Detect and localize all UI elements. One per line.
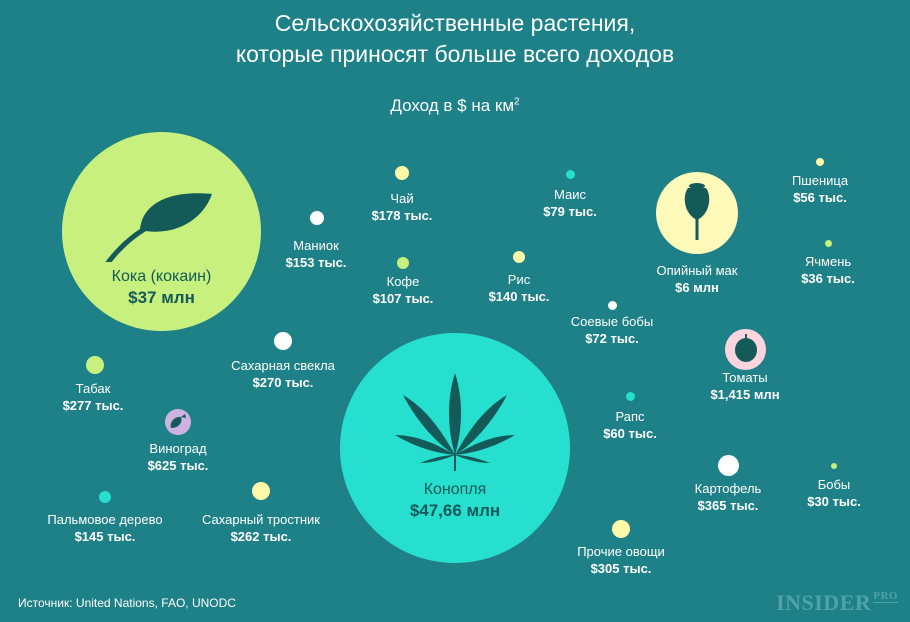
bubble-poppy [656, 172, 738, 254]
crop-name: Чай [390, 191, 414, 206]
chart-subtitle: Доход в $ на км2 [0, 96, 910, 116]
crop-value: $37 млн [128, 288, 195, 307]
crop-name: Рапс [615, 409, 645, 424]
crop-name: Виноград [149, 441, 207, 456]
bubble-cannabis: Конопля $47,66 млн [340, 333, 570, 563]
crop-value: $365 тыс. [697, 498, 759, 513]
dot-rapeseed [626, 392, 635, 401]
crop-name: Табак [75, 381, 111, 396]
chart-title: Сельскохозяйственные растения, которые п… [0, 8, 910, 70]
crop-value: $56 тыс. [793, 190, 847, 205]
crop-name: Маниок [293, 238, 339, 253]
crop-value: $36 тыс. [801, 271, 855, 286]
grape-icon [170, 414, 186, 428]
crop-name: Картофель [694, 481, 762, 496]
crop-value: $107 тыс. [372, 291, 434, 306]
label-soybeans: Соевые бобы $72 тыс. [571, 313, 653, 347]
dot-rice [513, 251, 525, 263]
label-wheat: Пшеница $56 тыс. [792, 172, 848, 206]
crop-value: $140 тыс. [488, 289, 550, 304]
dot-soybeans [608, 301, 617, 310]
leaf-icon [105, 193, 212, 262]
crop-value: $178 тыс. [371, 208, 433, 223]
crop-name: Прочие овощи [577, 544, 665, 559]
crop-value: $270 тыс. [252, 375, 314, 390]
dot-tobacco [86, 356, 104, 374]
dot-maize [566, 170, 575, 179]
crop-value: $145 тыс. [74, 529, 136, 544]
crop-name: Сахарный тростник [202, 512, 320, 527]
label-cassava: Маниок $153 тыс. [286, 237, 347, 271]
crop-name: Маис [554, 187, 586, 202]
label-rice: Рис $140 тыс. [489, 271, 550, 305]
label-poppy: Опийный мак $6 млн [657, 262, 738, 296]
crop-name: Бобы [817, 477, 851, 492]
dot-sugarcane [252, 482, 270, 500]
crop-value: $262 тыс. [230, 529, 292, 544]
crop-value: $6 млн [675, 280, 719, 295]
crop-value: $1,415 млн [710, 387, 780, 402]
insider-pro-logo: INSIDER PRO [776, 590, 898, 616]
crop-value: $47,66 млн [409, 501, 501, 520]
crop-name: Пшеница [791, 173, 849, 188]
crop-name: Томаты [722, 370, 768, 385]
logo-text: INSIDER [776, 590, 872, 615]
label-beans: Бобы $30 тыс. [807, 476, 861, 510]
label-tea: Чай $178 тыс. [372, 190, 433, 224]
label-coffee: Кофе $107 тыс. [373, 273, 434, 307]
label-barley: Ячмень $36 тыс. [801, 253, 855, 287]
crop-value: $79 тыс. [543, 204, 597, 219]
crop-name: Кофе [386, 274, 420, 289]
poppy-icon [684, 183, 710, 240]
dot-cassava [310, 211, 324, 225]
crop-value: $72 тыс. [585, 331, 639, 346]
label-palm: Пальмовое дерево $145 тыс. [47, 511, 162, 545]
bubble-coca: Кока (кокаин) $37 млн [62, 132, 261, 331]
crop-name: Соевые бобы [570, 314, 654, 329]
dot-barley [825, 240, 832, 247]
crop-name: Ячмень [804, 254, 852, 269]
crop-value: $625 тыс. [147, 458, 209, 473]
cannabis-label: Конопля $47,66 млн [340, 479, 570, 521]
dot-potato [718, 455, 739, 476]
dot-wheat [816, 158, 824, 166]
title-line-1: Сельскохозяйственные растения, [274, 10, 636, 36]
crop-value: $60 тыс. [603, 426, 657, 441]
dot-sugar-beet [274, 332, 292, 350]
bubble-tomato [725, 329, 766, 370]
crop-value: $277 тыс. [62, 398, 124, 413]
label-sugarcane: Сахарный тростник $262 тыс. [202, 511, 320, 545]
logo-suffix: PRO [873, 590, 898, 603]
coca-label: Кока (кокаин) $37 млн [62, 266, 261, 308]
label-tomato: Томаты $1,415 млн [710, 369, 779, 403]
subtitle-text: Доход в $ на км [390, 96, 515, 115]
label-grape: Виноград $625 тыс. [148, 440, 209, 474]
label-tobacco: Табак $277 тыс. [63, 380, 124, 414]
crop-value: $305 тыс. [590, 561, 652, 576]
label-rapeseed: Рапс $60 тыс. [603, 408, 657, 442]
cannabis-leaf-icon [395, 373, 515, 471]
label-maize: Маис $79 тыс. [543, 186, 597, 220]
dot-other-vegetables [612, 520, 630, 538]
bubble-grape [165, 409, 191, 435]
source-note: Источник: United Nations, FAO, UNODC [18, 596, 236, 610]
label-potato: Картофель $365 тыс. [695, 480, 762, 514]
crop-name: Кока (кокаин) [111, 268, 212, 285]
crop-name: Пальмовое дерево [47, 512, 163, 527]
crop-value: $153 тыс. [285, 255, 347, 270]
label-sugar-beet: Сахарная свекла $270 тыс. [231, 357, 335, 391]
label-other-vegetables: Прочие овощи $305 тыс. [577, 543, 665, 577]
dot-palm [99, 491, 111, 503]
dot-coffee [397, 257, 409, 269]
crop-name: Конопля [423, 481, 487, 498]
dot-beans [831, 463, 837, 469]
dot-tea [395, 166, 409, 180]
tomato-icon [734, 334, 757, 362]
crop-name: Опийный мак [656, 263, 738, 278]
crop-name: Сахарная свекла [231, 358, 335, 373]
crop-value: $30 тыс. [807, 494, 861, 509]
crop-name: Рис [507, 272, 531, 287]
title-line-2: которые приносят больше всего доходов [235, 41, 675, 67]
subtitle-sup: 2 [514, 96, 520, 108]
